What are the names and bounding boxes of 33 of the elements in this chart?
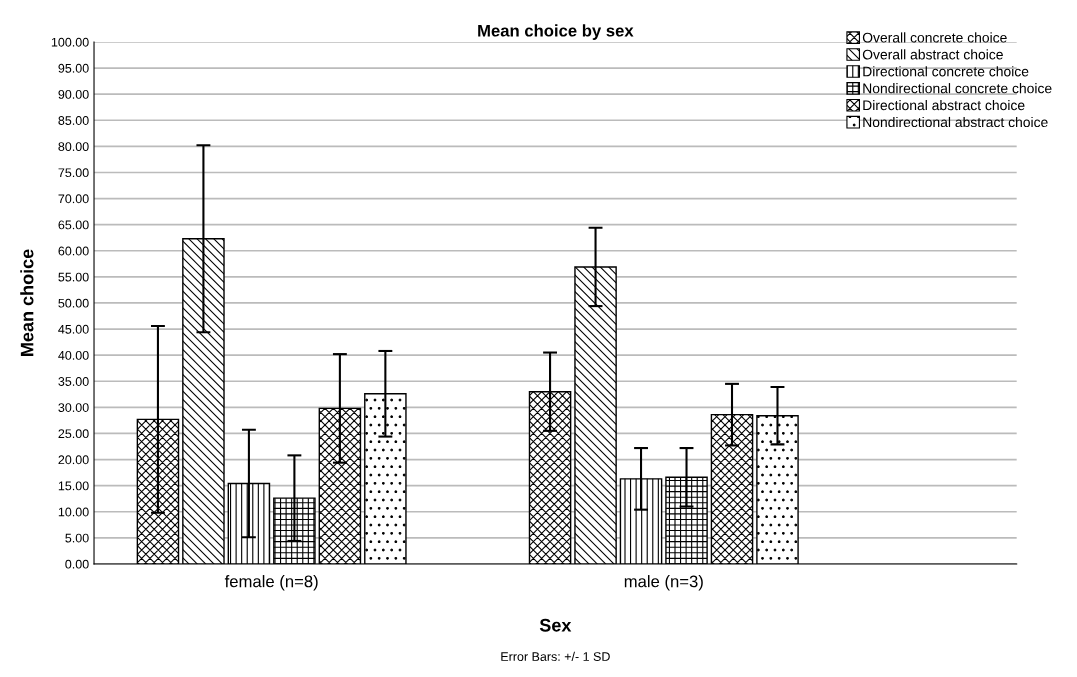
y-tick-label: 10.00 xyxy=(58,507,89,517)
y-tick-label: 100.00 xyxy=(51,37,89,47)
y-tick-label: 65.00 xyxy=(58,220,89,230)
legend-label: Directional abstract choice xyxy=(863,100,1025,111)
text: Error Bars: +/- 1 SD xyxy=(501,651,610,661)
y-tick-label: 0.00 xyxy=(65,559,89,569)
y-tick-label: 80.00 xyxy=(58,142,89,152)
y-tick-label: 95.00 xyxy=(58,63,89,73)
chart-title: Mean choice by sex xyxy=(478,24,634,40)
y-tick-label: 30.00 xyxy=(58,403,89,412)
legend-label: Nondirectional concrete choice xyxy=(863,83,1052,94)
y-tick-label: 60.00 xyxy=(58,246,89,256)
legend-label: Directional concrete choice xyxy=(863,66,1029,77)
y-tick-label: 55.00 xyxy=(58,272,89,282)
y-tick-label: 25.00 xyxy=(58,429,89,439)
x-tick-label: female (n=8) xyxy=(224,575,318,591)
legend-label: Nondirectional abstract choice xyxy=(863,116,1048,128)
legend-label: Overall concrete choice xyxy=(862,32,1007,43)
y-tick-label: 20.00 xyxy=(58,455,89,465)
y-tick-label: 70.00 xyxy=(58,194,89,204)
y-tick-label: 15.00 xyxy=(58,481,89,491)
y-tick-label: 75.00 xyxy=(58,168,89,178)
y-tick-label: 35.00 xyxy=(58,377,89,386)
x-tick-label: male (n=3) xyxy=(624,575,703,591)
legend-label: Overall abstract choice xyxy=(862,49,1003,60)
y-tick-label: 85.00 xyxy=(58,116,89,125)
y-axis-title: Mean choice xyxy=(20,249,34,356)
y-tick-label: 5.00 xyxy=(65,533,89,543)
x-axis-title: Sex xyxy=(539,618,572,632)
y-tick-label: 45.00 xyxy=(58,324,89,334)
y-tick-label: 90.00 xyxy=(58,89,89,99)
y-tick-label: 50.00 xyxy=(58,298,89,308)
y-tick-label: 40.00 xyxy=(58,350,89,360)
